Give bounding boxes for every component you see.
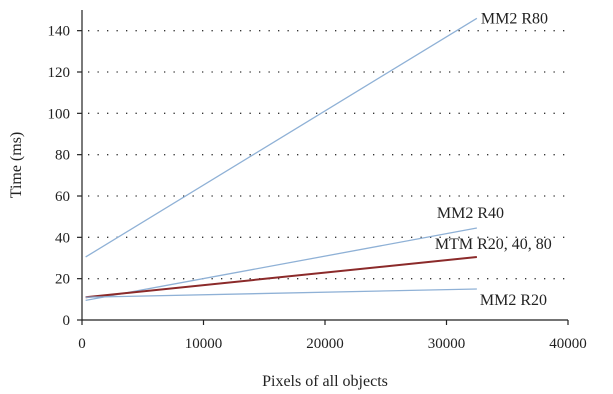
y-tick-label-20: 20 (55, 272, 70, 288)
y-tick-label-120: 120 (48, 65, 71, 81)
x-tick-label-10000: 10000 (185, 336, 223, 352)
series-label-mm2-r40: MM2 R40 (437, 205, 504, 222)
series-label-mm2-r80: MM2 R80 (481, 10, 548, 27)
series-line-mm2-r40 (85, 227, 477, 302)
series-line-mtm-r20-40-80 (85, 255, 477, 299)
x-tick-label-0: 0 (78, 336, 86, 352)
y-tick-label-140: 140 (48, 24, 71, 40)
series-line-mm2-r20 (85, 288, 477, 298)
x-axis-label: Pixels of all objects (262, 373, 388, 390)
y-tick-label-40: 40 (55, 230, 70, 246)
y-tick-label-80: 80 (55, 148, 70, 164)
x-tick-label-30000: 30000 (428, 336, 466, 352)
x-tick-label-40000: 40000 (549, 336, 587, 352)
series-label-mm2-r20: MM2 R20 (480, 292, 547, 309)
y-tick-label-0: 0 (63, 313, 71, 329)
series-labels: MM2 R80 MM2 R40 MTM R20, 40, 80 MM2 R20 (435, 10, 552, 309)
x-tick-label-20000: 20000 (306, 336, 344, 352)
y-tick-label-60: 60 (55, 189, 70, 205)
y-axis-label: Time (ms) (8, 132, 25, 199)
ticks: 0 20 40 60 80 100 120 140 0 10000 20000 30000 40000 (48, 24, 587, 352)
series-line-mm2-r80 (85, 17, 478, 258)
series-lines (85, 17, 478, 302)
y-tick-label-100: 100 (48, 106, 71, 122)
gridlines (88, 30, 568, 280)
series-label-mtm-r20-40-80: MTM R20, 40, 80 (435, 236, 552, 253)
